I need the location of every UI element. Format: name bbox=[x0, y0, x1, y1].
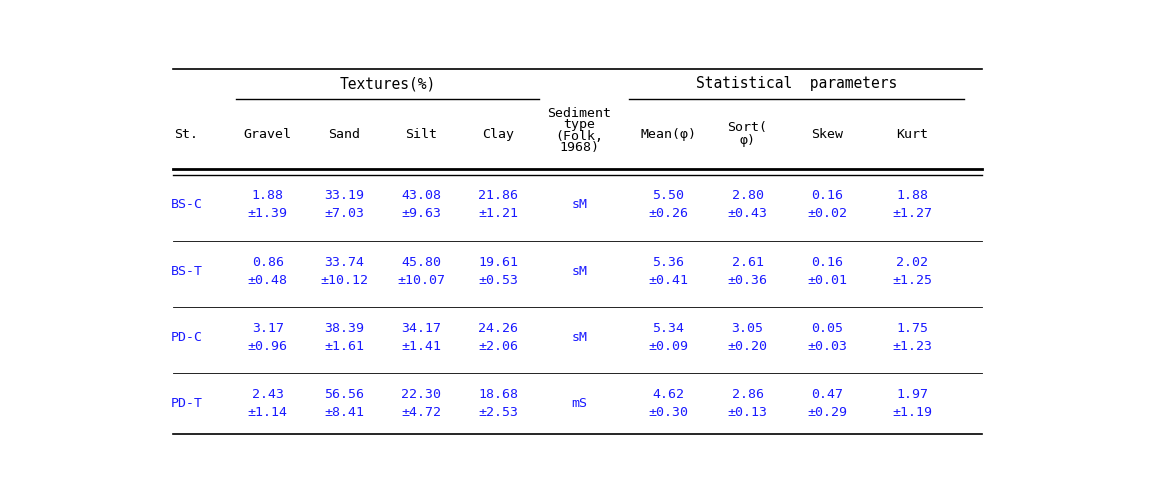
Text: Statistical  parameters: Statistical parameters bbox=[696, 76, 897, 91]
Text: 1.88
±1.27: 1.88 ±1.27 bbox=[892, 189, 932, 220]
Text: 1.88
±1.39: 1.88 ±1.39 bbox=[247, 189, 288, 220]
Text: Sort(: Sort( bbox=[728, 121, 767, 134]
Text: mS: mS bbox=[571, 397, 588, 410]
Text: 0.86
±0.48: 0.86 ±0.48 bbox=[247, 256, 288, 287]
Text: sM: sM bbox=[571, 198, 588, 212]
Text: sM: sM bbox=[571, 265, 588, 277]
Text: 18.68
±2.53: 18.68 ±2.53 bbox=[478, 388, 518, 419]
Text: 5.50
±0.26: 5.50 ±0.26 bbox=[648, 189, 688, 220]
Text: 1.75
±1.23: 1.75 ±1.23 bbox=[892, 322, 932, 353]
Text: 4.62
±0.30: 4.62 ±0.30 bbox=[648, 388, 688, 419]
Text: (Folk,: (Folk, bbox=[555, 130, 604, 143]
Text: 24.26
±2.06: 24.26 ±2.06 bbox=[478, 322, 518, 353]
Text: 0.16
±0.02: 0.16 ±0.02 bbox=[807, 189, 848, 220]
Text: 45.80
±10.07: 45.80 ±10.07 bbox=[398, 256, 445, 287]
Text: 21.86
±1.21: 21.86 ±1.21 bbox=[478, 189, 518, 220]
Text: Textures(%): Textures(%) bbox=[339, 76, 436, 91]
Text: Mean(φ): Mean(φ) bbox=[640, 128, 696, 141]
Text: 2.80
±0.43: 2.80 ±0.43 bbox=[728, 189, 767, 220]
Text: 43.08
±9.63: 43.08 ±9.63 bbox=[401, 189, 442, 220]
Text: φ): φ) bbox=[739, 134, 756, 147]
Text: 38.39
±1.61: 38.39 ±1.61 bbox=[324, 322, 365, 353]
Text: 19.61
±0.53: 19.61 ±0.53 bbox=[478, 256, 518, 287]
Text: 0.16
±0.01: 0.16 ±0.01 bbox=[807, 256, 848, 287]
Text: Kurt: Kurt bbox=[895, 128, 928, 141]
Text: PD-C: PD-C bbox=[170, 331, 203, 344]
Text: 1.97
±1.19: 1.97 ±1.19 bbox=[892, 388, 932, 419]
Text: 0.47
±0.29: 0.47 ±0.29 bbox=[807, 388, 848, 419]
Text: 22.30
±4.72: 22.30 ±4.72 bbox=[401, 388, 442, 419]
Text: BS-C: BS-C bbox=[170, 198, 203, 212]
Text: Clay: Clay bbox=[483, 128, 514, 141]
Text: 2.02
±1.25: 2.02 ±1.25 bbox=[892, 256, 932, 287]
Text: Skew: Skew bbox=[812, 128, 843, 141]
Text: 2.43
±1.14: 2.43 ±1.14 bbox=[247, 388, 288, 419]
Text: 3.05
±0.20: 3.05 ±0.20 bbox=[728, 322, 767, 353]
Text: Silt: Silt bbox=[406, 128, 437, 141]
Text: 33.74
±10.12: 33.74 ±10.12 bbox=[321, 256, 368, 287]
Text: Sediment: Sediment bbox=[548, 107, 611, 120]
Text: BS-T: BS-T bbox=[170, 265, 203, 277]
Text: 5.36
±0.41: 5.36 ±0.41 bbox=[648, 256, 688, 287]
Text: St.: St. bbox=[175, 128, 198, 141]
Text: 5.34
±0.09: 5.34 ±0.09 bbox=[648, 322, 688, 353]
Text: 1968): 1968) bbox=[560, 141, 599, 154]
Text: PD-T: PD-T bbox=[170, 397, 203, 410]
Text: 3.17
±0.96: 3.17 ±0.96 bbox=[247, 322, 288, 353]
Text: 2.86
±0.13: 2.86 ±0.13 bbox=[728, 388, 767, 419]
Text: Sand: Sand bbox=[329, 128, 360, 141]
Text: type: type bbox=[563, 119, 596, 131]
Text: 0.05
±0.03: 0.05 ±0.03 bbox=[807, 322, 848, 353]
Text: Gravel: Gravel bbox=[244, 128, 292, 141]
Text: sM: sM bbox=[571, 331, 588, 344]
Text: 2.61
±0.36: 2.61 ±0.36 bbox=[728, 256, 767, 287]
Text: 56.56
±8.41: 56.56 ±8.41 bbox=[324, 388, 365, 419]
Text: 33.19
±7.03: 33.19 ±7.03 bbox=[324, 189, 365, 220]
Text: 34.17
±1.41: 34.17 ±1.41 bbox=[401, 322, 442, 353]
